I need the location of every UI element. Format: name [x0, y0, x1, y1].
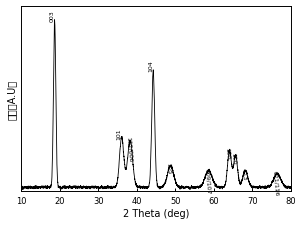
Text: 021/116: 021/116 [272, 170, 279, 196]
Y-axis label: 强度（A.U）: 强度（A.U） [7, 79, 17, 119]
Text: 102/006: 102/006 [126, 136, 134, 162]
Text: 101: 101 [117, 128, 122, 140]
Text: 113: 113 [240, 168, 246, 180]
Text: 003: 003 [50, 11, 55, 22]
X-axis label: 2 Theta (deg): 2 Theta (deg) [123, 208, 189, 218]
Text: 104: 104 [148, 60, 153, 71]
Text: 105: 105 [165, 162, 171, 174]
Text: 110: 110 [231, 152, 237, 164]
Text: 108: 108 [225, 147, 231, 159]
Text: 009/107: 009/107 [204, 168, 211, 194]
